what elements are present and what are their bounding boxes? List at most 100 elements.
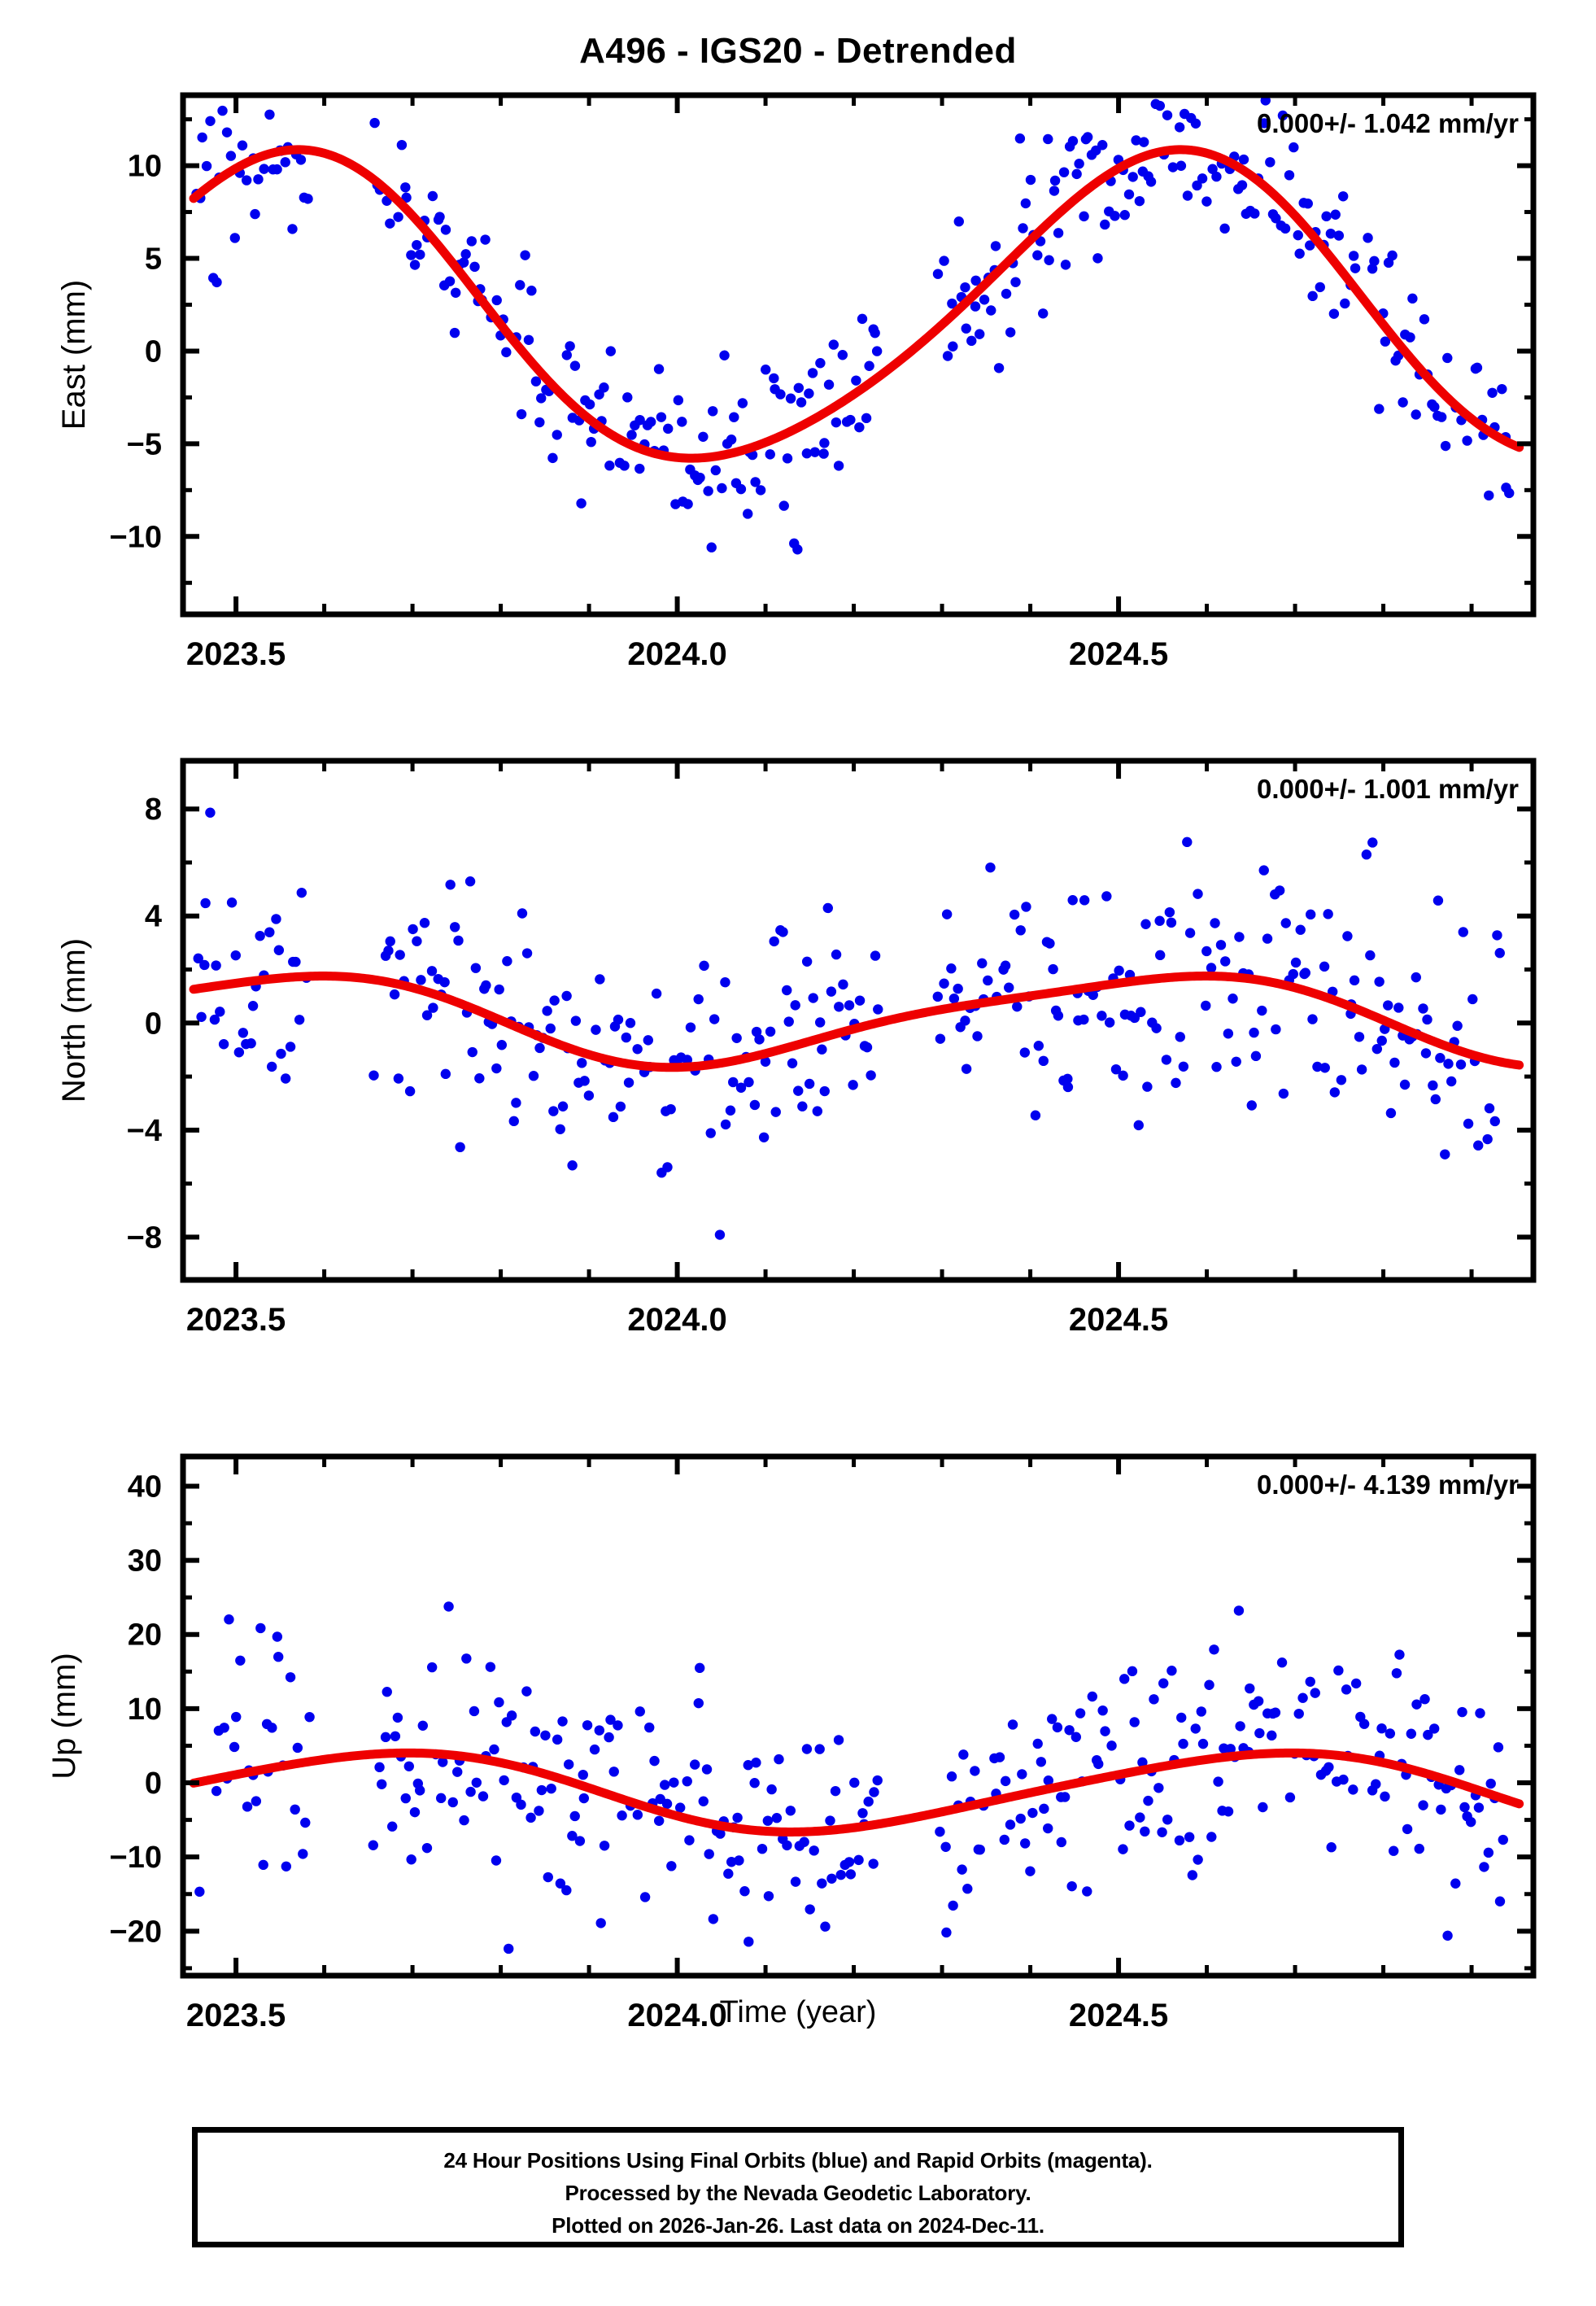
data-point <box>869 1787 879 1797</box>
data-point <box>1429 401 1440 413</box>
data-point <box>653 1815 665 1826</box>
data-point <box>1158 1678 1169 1688</box>
data-point <box>1134 195 1145 207</box>
scatter-points-north <box>193 807 1505 1240</box>
y-tick-label-north: 4 <box>145 900 162 934</box>
data-point <box>1058 167 1070 177</box>
data-point <box>1253 1696 1264 1706</box>
footer-caption-box: 24 Hour Positions Using Final Orbits (bl… <box>192 2127 1404 2247</box>
data-point <box>1166 917 1177 928</box>
data-point <box>760 1056 771 1067</box>
data-point <box>743 1077 754 1088</box>
data-point <box>523 334 534 345</box>
data-point <box>1484 490 1494 501</box>
data-point <box>1406 1728 1417 1739</box>
data-point <box>1467 994 1478 1005</box>
data-point <box>941 909 953 919</box>
data-point <box>709 1014 720 1024</box>
data-point <box>1062 1081 1074 1093</box>
data-point <box>542 1006 552 1016</box>
data-point <box>787 1058 798 1068</box>
data-point <box>434 212 445 222</box>
data-point <box>417 1720 428 1731</box>
data-point <box>563 1759 574 1770</box>
data-point <box>1220 956 1231 967</box>
data-point <box>785 1806 796 1816</box>
data-point <box>1420 1048 1432 1059</box>
data-point <box>247 1001 259 1011</box>
data-point <box>762 1815 774 1826</box>
data-point <box>594 1725 605 1736</box>
data-point <box>1321 211 1332 222</box>
data-point <box>547 452 558 464</box>
data-point <box>1110 211 1120 221</box>
data-point <box>1182 190 1193 201</box>
data-point <box>1367 264 1378 274</box>
data-point <box>1277 110 1289 121</box>
data-point <box>1473 1140 1484 1151</box>
data-point <box>1162 110 1173 120</box>
data-point <box>494 1697 504 1708</box>
data-point <box>1473 1802 1485 1813</box>
data-point <box>1118 1070 1128 1081</box>
data-point <box>445 880 456 890</box>
data-point <box>1178 1061 1189 1072</box>
data-point <box>1049 175 1061 186</box>
data-point <box>294 1015 305 1025</box>
data-point <box>1440 1149 1450 1160</box>
data-point <box>1411 1699 1422 1710</box>
data-point <box>689 1759 700 1770</box>
data-point <box>1442 352 1453 364</box>
data-point <box>665 1103 676 1115</box>
data-point <box>1071 1732 1082 1742</box>
data-point <box>218 1039 229 1050</box>
data-point <box>1485 1778 1496 1789</box>
data-point <box>570 1015 582 1026</box>
data-point <box>1020 1838 1031 1849</box>
y-tick-label-up: 0 <box>145 1767 162 1801</box>
data-point <box>1137 1757 1148 1768</box>
data-point <box>739 1886 750 1897</box>
data-point <box>561 350 572 360</box>
data-point <box>833 1735 844 1745</box>
data-point <box>1119 210 1130 221</box>
data-point <box>1036 1757 1047 1767</box>
data-point <box>870 328 880 338</box>
data-point <box>555 1878 566 1889</box>
data-point <box>983 975 993 986</box>
data-point <box>1082 132 1093 142</box>
data-point <box>1030 1110 1041 1120</box>
data-point <box>393 1073 404 1084</box>
data-point <box>1452 1020 1463 1031</box>
y-tick-label-up: 20 <box>128 1618 162 1653</box>
data-point <box>439 976 450 988</box>
fit-curve-up <box>189 1748 1524 1837</box>
data-point <box>419 918 430 928</box>
data-point <box>443 1601 454 1612</box>
data-point <box>1399 1079 1411 1090</box>
data-point <box>749 1778 760 1788</box>
y-tick-label-up: 40 <box>128 1470 162 1504</box>
data-point <box>255 1622 266 1634</box>
data-point <box>851 375 861 386</box>
data-point <box>857 313 868 325</box>
data-point <box>1350 263 1361 273</box>
data-point <box>1337 191 1349 202</box>
data-point <box>1127 1666 1138 1677</box>
data-point <box>368 1070 379 1081</box>
data-point <box>258 1859 268 1871</box>
data-point <box>1225 1744 1236 1754</box>
data-point <box>1278 1088 1289 1099</box>
data-point <box>266 1061 277 1072</box>
data-point <box>1349 975 1360 986</box>
data-point <box>626 430 637 440</box>
data-point <box>754 1034 765 1045</box>
data-point <box>1333 230 1345 241</box>
data-point <box>1358 1719 1370 1729</box>
data-point <box>1119 1674 1130 1684</box>
data-point <box>1271 213 1281 224</box>
data-point <box>710 465 722 476</box>
data-point <box>1361 849 1372 860</box>
data-point <box>1174 1835 1185 1846</box>
data-point <box>421 1010 433 1020</box>
